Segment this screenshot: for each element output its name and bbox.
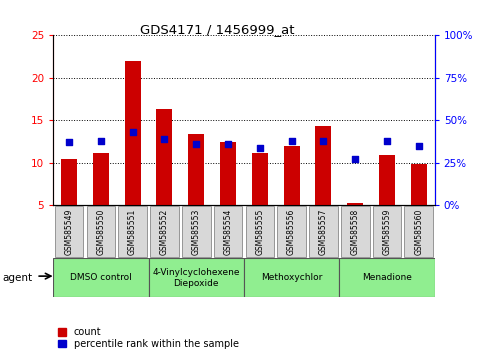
- Point: [383, 138, 391, 144]
- Point: [415, 143, 423, 149]
- Bar: [61, 159, 77, 205]
- Bar: [125, 61, 141, 205]
- Point: [97, 138, 105, 144]
- FancyBboxPatch shape: [245, 206, 274, 257]
- Bar: [339, 258, 435, 297]
- FancyBboxPatch shape: [86, 206, 115, 257]
- Bar: [347, 203, 363, 205]
- Text: GSM585549: GSM585549: [65, 209, 73, 255]
- FancyBboxPatch shape: [118, 206, 147, 257]
- Bar: [53, 258, 149, 297]
- Text: agent: agent: [2, 273, 32, 283]
- FancyBboxPatch shape: [55, 206, 84, 257]
- Text: Methoxychlor: Methoxychlor: [261, 273, 322, 282]
- Point: [351, 156, 359, 162]
- Bar: [379, 155, 395, 205]
- Bar: [93, 154, 109, 205]
- Point: [129, 130, 137, 135]
- Bar: [411, 164, 427, 205]
- Text: GSM585558: GSM585558: [351, 209, 360, 255]
- Point: [288, 138, 296, 144]
- Text: GSM585551: GSM585551: [128, 209, 137, 255]
- Text: DMSO control: DMSO control: [70, 273, 132, 282]
- Text: GSM585555: GSM585555: [256, 209, 264, 255]
- Bar: [315, 126, 331, 205]
- Text: GSM585552: GSM585552: [160, 209, 169, 255]
- Bar: [188, 134, 204, 205]
- Text: GSM585550: GSM585550: [96, 209, 105, 255]
- Text: GDS4171 / 1456999_at: GDS4171 / 1456999_at: [140, 23, 295, 36]
- Bar: [284, 146, 299, 205]
- FancyBboxPatch shape: [277, 206, 306, 257]
- FancyBboxPatch shape: [309, 206, 338, 257]
- Text: GSM585560: GSM585560: [414, 209, 423, 255]
- Point: [65, 139, 73, 145]
- Bar: [252, 154, 268, 205]
- FancyBboxPatch shape: [150, 206, 179, 257]
- Bar: [156, 109, 172, 205]
- Bar: [149, 258, 244, 297]
- Text: 4-Vinylcyclohexene
Diepoxide: 4-Vinylcyclohexene Diepoxide: [153, 268, 240, 287]
- Point: [192, 141, 200, 147]
- Bar: [244, 258, 339, 297]
- Point: [320, 138, 327, 144]
- FancyBboxPatch shape: [182, 206, 211, 257]
- FancyBboxPatch shape: [373, 206, 401, 257]
- FancyBboxPatch shape: [404, 206, 433, 257]
- Bar: [220, 142, 236, 205]
- FancyBboxPatch shape: [213, 206, 242, 257]
- Point: [256, 145, 264, 150]
- FancyBboxPatch shape: [341, 206, 369, 257]
- Text: GSM585559: GSM585559: [383, 209, 392, 255]
- Legend: count, percentile rank within the sample: count, percentile rank within the sample: [58, 327, 239, 349]
- Text: Menadione: Menadione: [362, 273, 412, 282]
- Point: [160, 136, 168, 142]
- Point: [224, 141, 232, 147]
- Text: GSM585553: GSM585553: [192, 209, 201, 255]
- Text: GSM585556: GSM585556: [287, 209, 296, 255]
- Text: GSM585554: GSM585554: [224, 209, 232, 255]
- Text: GSM585557: GSM585557: [319, 209, 328, 255]
